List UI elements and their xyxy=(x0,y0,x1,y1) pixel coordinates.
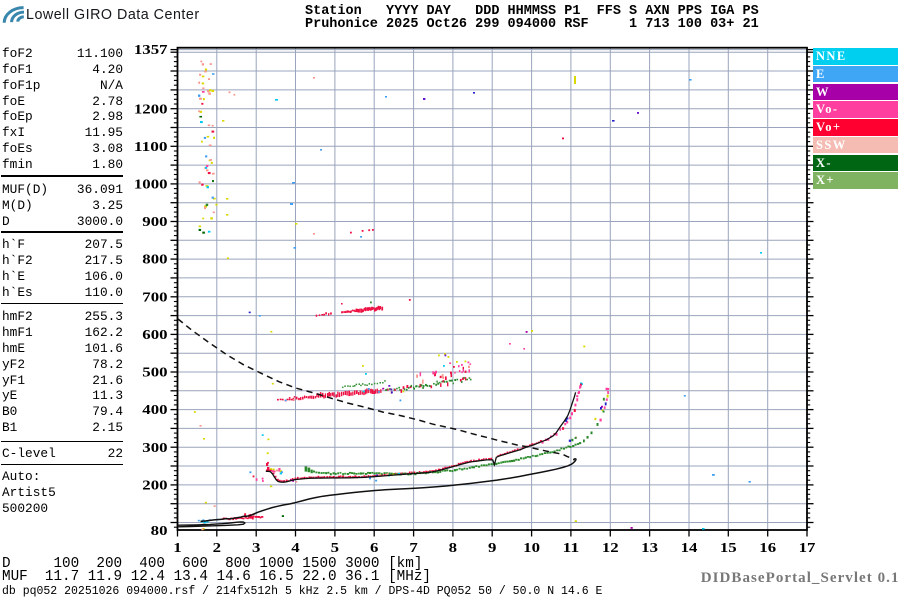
svg-text:10: 10 xyxy=(523,541,540,556)
svg-text:1200: 1200 xyxy=(134,102,168,117)
svg-text:8: 8 xyxy=(449,541,457,556)
svg-text:900: 900 xyxy=(142,215,167,230)
svg-text:5: 5 xyxy=(331,541,339,556)
svg-text:600: 600 xyxy=(142,328,167,343)
svg-text:9: 9 xyxy=(488,541,496,556)
svg-text:17: 17 xyxy=(799,541,816,556)
svg-text:1: 1 xyxy=(173,541,181,556)
svg-text:15: 15 xyxy=(720,541,737,556)
svg-text:4: 4 xyxy=(291,541,299,556)
svg-text:1000: 1000 xyxy=(134,178,168,193)
svg-text:400: 400 xyxy=(142,403,167,418)
svg-text:3: 3 xyxy=(252,541,260,556)
svg-text:13: 13 xyxy=(641,541,658,556)
svg-text:2: 2 xyxy=(213,541,221,556)
svg-text:700: 700 xyxy=(142,290,167,305)
svg-text:12: 12 xyxy=(602,541,619,556)
svg-text:80: 80 xyxy=(151,524,168,539)
svg-text:1357: 1357 xyxy=(134,43,168,58)
svg-text:11: 11 xyxy=(563,541,580,556)
svg-text:1100: 1100 xyxy=(134,140,168,155)
svg-text:16: 16 xyxy=(759,541,776,556)
svg-text:500: 500 xyxy=(142,366,167,381)
svg-text:800: 800 xyxy=(142,253,167,268)
svg-text:14: 14 xyxy=(681,541,698,556)
svg-text:300: 300 xyxy=(142,441,167,456)
svg-text:7: 7 xyxy=(409,541,417,556)
svg-text:200: 200 xyxy=(142,479,167,494)
svg-text:6: 6 xyxy=(370,541,378,556)
